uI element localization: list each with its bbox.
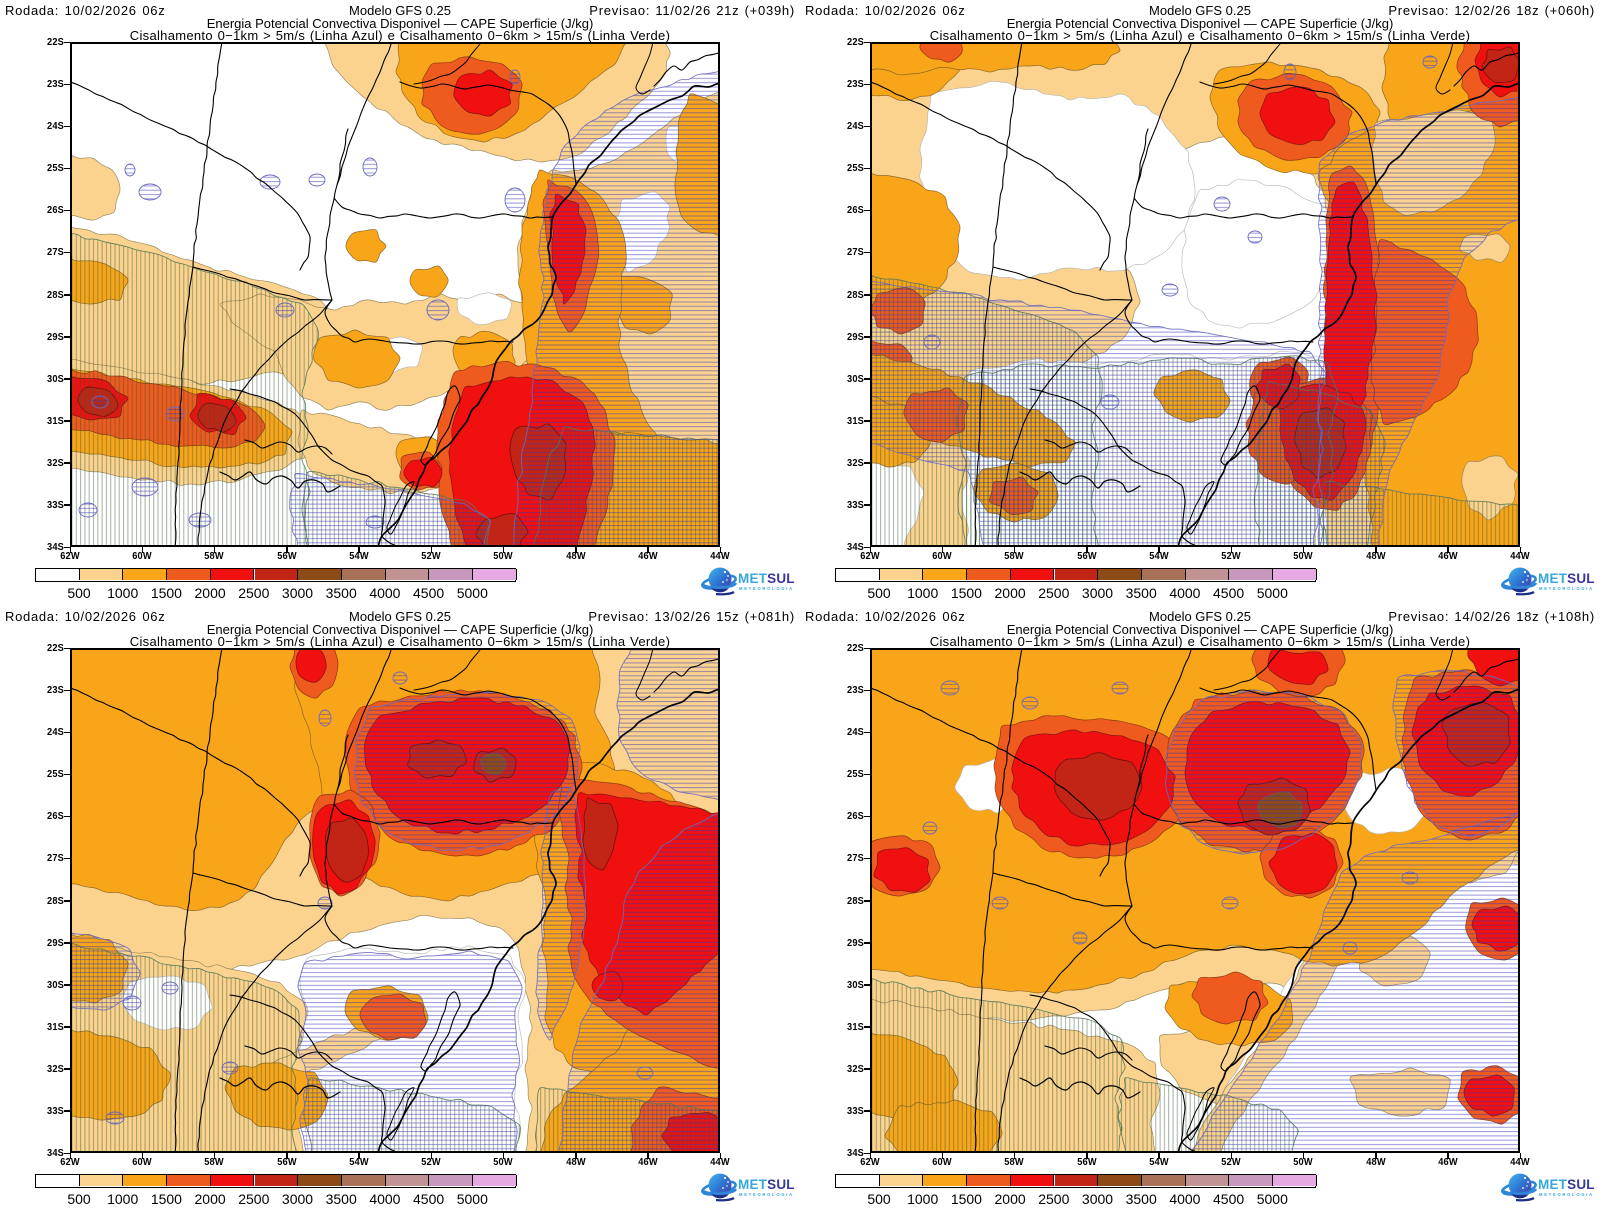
svg-text:METEOROLOGIA: METEOROLOGIA [1539, 1192, 1594, 1197]
svg-text:METEOROLOGIA: METEOROLOGIA [739, 1192, 794, 1197]
svg-text:METSUL: METSUL [738, 1177, 795, 1192]
svg-text:METSUL: METSUL [738, 571, 795, 586]
svg-text:METSUL: METSUL [1538, 1177, 1595, 1192]
svg-text:METSUL: METSUL [1538, 571, 1595, 586]
svg-text:METEOROLOGIA: METEOROLOGIA [739, 586, 794, 591]
svg-text:METEOROLOGIA: METEOROLOGIA [1539, 586, 1594, 591]
